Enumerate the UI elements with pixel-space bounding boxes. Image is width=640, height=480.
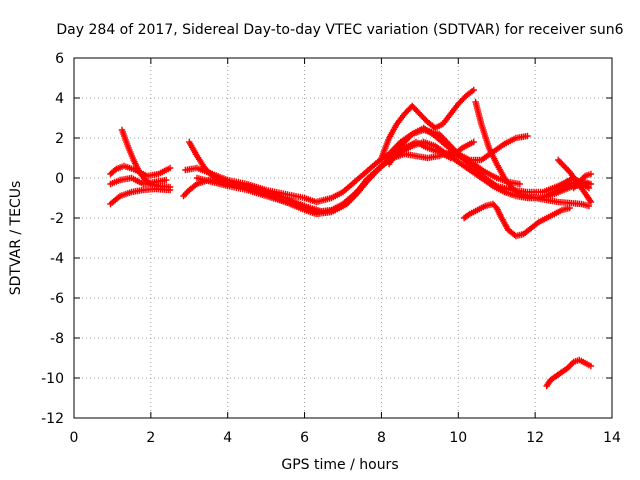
data-point xyxy=(163,176,170,184)
y-tick-label: -2 xyxy=(50,211,64,227)
data-series-track-12 xyxy=(385,124,531,168)
y-tick-label: -6 xyxy=(50,291,64,307)
x-tick-label: 8 xyxy=(377,430,386,446)
y-tick-label: 6 xyxy=(55,51,64,67)
data-series-layer xyxy=(107,86,595,390)
data-point xyxy=(465,211,472,219)
x-tick-label: 10 xyxy=(449,430,467,446)
x-tick-label: 12 xyxy=(526,430,544,446)
data-series-track-2 xyxy=(107,174,170,188)
y-axis-ticks: -12 -10 -8 -6 -4 -2 0 2 4 6 xyxy=(41,51,612,427)
data-point xyxy=(585,202,593,210)
data-series-track-4 xyxy=(118,126,174,191)
data-point xyxy=(166,164,174,172)
data-series-track-19 xyxy=(543,356,595,390)
y-tick-label: 2 xyxy=(55,131,64,147)
y-tick-label: 0 xyxy=(55,171,64,187)
x-axis-ticks: 0 2 4 6 8 10 12 14 xyxy=(70,58,621,446)
data-series-track-11 xyxy=(378,86,477,162)
data-point xyxy=(587,170,595,178)
chart-title: Day 284 of 2017, Sidereal Day-to-day VTE… xyxy=(56,22,623,38)
data-series-track-3 xyxy=(107,185,174,208)
y-axis-label: SDTVAR / TECUs xyxy=(8,181,24,296)
data-point xyxy=(524,132,531,140)
x-axis-label: GPS time / hours xyxy=(281,457,398,473)
grid-lines xyxy=(74,58,612,418)
y-tick-label: 4 xyxy=(55,91,64,107)
data-point xyxy=(470,86,477,94)
y-tick-label: -12 xyxy=(41,411,64,427)
data-series-track-14 xyxy=(505,204,573,240)
data-point xyxy=(166,183,174,191)
data-series-track-15 xyxy=(472,98,593,210)
x-tick-label: 2 xyxy=(146,430,155,446)
data-series-track-10 xyxy=(224,148,523,216)
x-tick-label: 6 xyxy=(300,430,309,446)
data-point xyxy=(587,362,595,370)
x-tick-label: 0 xyxy=(70,430,79,446)
data-point xyxy=(587,180,595,188)
x-tick-label: 4 xyxy=(223,430,232,446)
data-series-track-13 xyxy=(460,200,512,234)
y-tick-label: -10 xyxy=(41,371,64,387)
x-tick-label: 14 xyxy=(603,430,621,446)
data-point xyxy=(587,198,595,206)
plot-frame xyxy=(73,57,613,419)
y-tick-label: -8 xyxy=(50,331,64,347)
y-tick-label: -4 xyxy=(50,251,64,267)
data-point xyxy=(470,138,477,146)
data-series-track-18 xyxy=(570,170,595,192)
data-point xyxy=(516,180,523,188)
